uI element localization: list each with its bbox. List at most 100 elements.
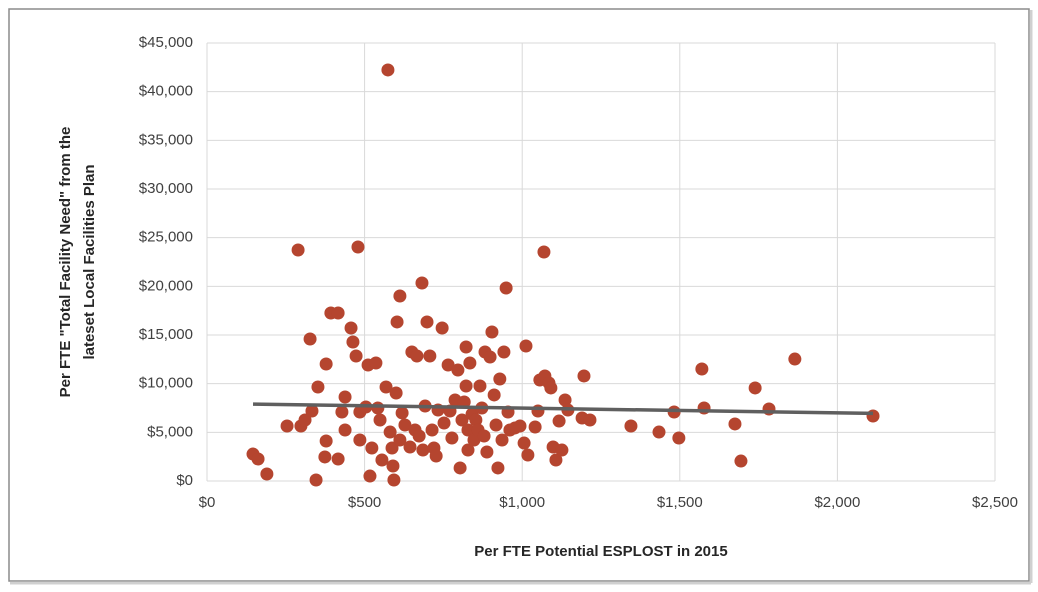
scatter-point	[583, 413, 597, 427]
x-axis-title: Per FTE Potential ESPLOST in 2015	[474, 543, 727, 560]
scatter-point	[395, 406, 409, 420]
chart-frame	[8, 8, 1030, 582]
scatter-point	[338, 423, 352, 437]
y-tick-label: $15,000	[139, 326, 193, 343]
scatter-point	[531, 404, 545, 418]
scatter-point	[319, 434, 333, 448]
scatter-point	[298, 413, 312, 427]
scatter-point	[437, 416, 451, 430]
scatter-point	[383, 425, 397, 439]
y-tick-label: $30,000	[139, 180, 193, 197]
scatter-point	[467, 433, 481, 447]
scatter-point	[415, 276, 429, 290]
scatter-point	[335, 405, 349, 419]
scatter-point	[291, 243, 305, 257]
scatter-point	[728, 417, 742, 431]
scatter-point	[331, 306, 345, 320]
scatter-point	[393, 433, 407, 447]
scatter-point	[351, 240, 365, 254]
y-axis-title-line: Per FTE "Total Facility Need" from the	[57, 127, 74, 398]
scatter-point	[555, 443, 569, 457]
scatter-point	[497, 345, 511, 359]
y-tick-label: $0	[176, 472, 193, 489]
y-axis-title-line: lateset Local Facilities Plan	[81, 164, 98, 359]
scatter-point	[445, 431, 459, 445]
scatter-point	[363, 469, 377, 483]
y-tick-label: $10,000	[139, 375, 193, 392]
scatter-point	[338, 390, 352, 404]
scatter-point	[451, 363, 465, 377]
scatter-point	[429, 449, 443, 463]
scatter-point	[544, 381, 558, 395]
scatter-point	[469, 413, 483, 427]
scatter-point	[389, 386, 403, 400]
x-tick-label: $500	[348, 494, 381, 511]
scatter-point	[423, 349, 437, 363]
scatter-point	[552, 414, 566, 428]
scatter-point	[420, 315, 434, 329]
scatter-point	[495, 433, 509, 447]
x-tick-label: $1,000	[499, 494, 545, 511]
x-tick-label: $1,500	[657, 494, 703, 511]
scatter-point	[386, 459, 400, 473]
scatter-point	[734, 454, 748, 468]
scatter-point	[455, 413, 469, 427]
scatter-point	[577, 369, 591, 383]
y-axis-title: Per FTE "Total Facility Need" from the l…	[57, 127, 98, 398]
scatter-point	[489, 418, 503, 432]
scatter-point	[788, 352, 802, 366]
scatter-point	[493, 372, 507, 386]
scatter-point	[517, 436, 531, 450]
scatter-point	[558, 393, 572, 407]
scatter-point	[303, 332, 317, 346]
scatter-point	[672, 431, 686, 445]
scatter-point	[390, 315, 404, 329]
x-tick-label: $2,500	[972, 494, 1018, 511]
scatter-point	[624, 419, 638, 433]
scatter-point	[346, 335, 360, 349]
scatter-point	[379, 380, 393, 394]
scatter-point	[331, 452, 345, 466]
scatter-point	[537, 245, 551, 259]
scatter-point	[387, 473, 401, 487]
scatter-point	[748, 381, 762, 395]
scatter-point	[473, 379, 487, 393]
y-tick-label: $20,000	[139, 277, 193, 294]
scatter-point	[365, 441, 379, 455]
scatter-point	[349, 349, 363, 363]
scatter-point	[280, 419, 294, 433]
trend-line	[252, 402, 874, 416]
scatter-point	[311, 380, 325, 394]
scatter-point	[410, 349, 424, 363]
scatter-point	[375, 453, 389, 467]
scatter-point	[371, 401, 385, 415]
scatter-point	[695, 362, 709, 376]
scatter-point	[309, 473, 323, 487]
y-tick-label: $25,000	[139, 229, 193, 246]
x-tick-label: $2,000	[814, 494, 860, 511]
scatter-point	[549, 453, 563, 467]
y-tick-label: $40,000	[139, 83, 193, 100]
x-tick-label: $0	[199, 494, 216, 511]
scatter-point	[344, 321, 358, 335]
scatter-point	[416, 443, 430, 457]
scatter-point	[652, 425, 666, 439]
y-tick-label: $35,000	[139, 131, 193, 148]
scatter-point	[487, 388, 501, 402]
scatter-point	[369, 356, 383, 370]
scatter-point	[491, 461, 505, 475]
scatter-point	[483, 350, 497, 364]
scatter-point	[521, 448, 535, 462]
scatter-point	[260, 467, 274, 481]
scatter-point	[381, 63, 395, 77]
scatter-point	[477, 429, 491, 443]
scatter-point	[398, 418, 412, 432]
scatter-point	[453, 461, 467, 475]
scatter-point	[319, 357, 333, 371]
y-tick-label: $45,000	[139, 34, 193, 51]
scatter-point	[461, 443, 475, 457]
scatter-point	[480, 445, 494, 459]
scatter-point	[353, 433, 367, 447]
